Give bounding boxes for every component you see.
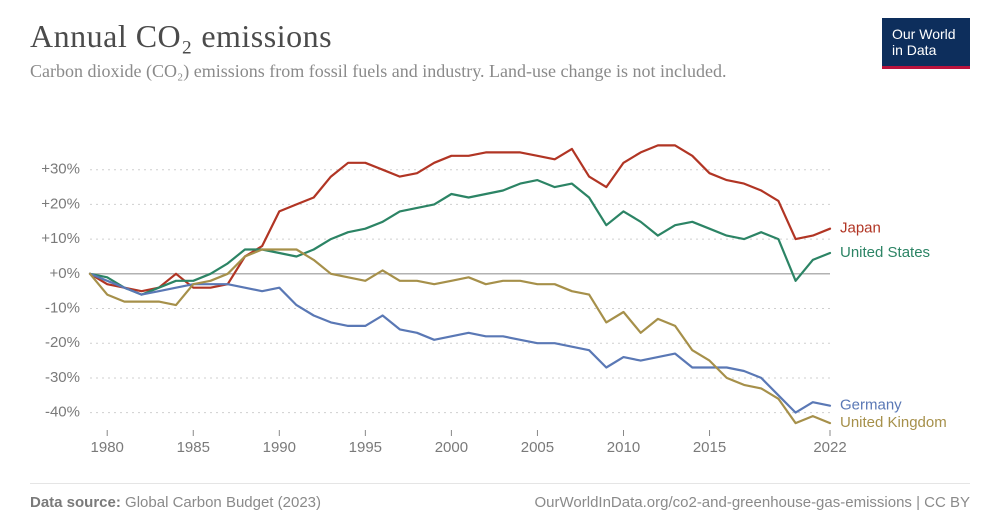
x-axis-label: 2005 [521, 439, 554, 456]
series-label-germany: Germany [840, 397, 902, 414]
owid-logo: Our World in Data [882, 18, 970, 69]
chart-header: Annual CO₂ emissions Carbon dioxide (CO₂… [0, 0, 1000, 83]
series-united-states [90, 180, 830, 295]
chart-svg: +30% +20% +10% +0% -10% -20% -30% -40% 1980 1985 1… [30, 135, 970, 465]
x-axis-label: 2015 [693, 439, 726, 456]
line-chart: +30% +20% +10% +0% -10% -20% -30% -40% 1980 1985 1… [30, 135, 970, 465]
y-axis-label: +30% [41, 161, 80, 178]
x-axis-label: 2010 [607, 439, 640, 456]
x-axis-label: 2000 [435, 439, 468, 456]
x-axis-label: 1995 [349, 439, 382, 456]
chart-subtitle: Carbon dioxide (CO₂) emissions from foss… [30, 59, 850, 83]
source-label: Data source: [30, 494, 121, 511]
series-germany [90, 274, 830, 413]
y-axis-label: +0% [50, 265, 80, 282]
series-label-japan: Japan [840, 220, 881, 237]
series-japan [90, 145, 830, 291]
y-axis-label: -40% [45, 404, 80, 421]
logo-line2: in Data [892, 42, 960, 58]
y-axis-label: -20% [45, 334, 80, 351]
data-source: Data source: Global Carbon Budget (2023) [30, 494, 321, 511]
x-axis-label: 1980 [91, 439, 124, 456]
chart-title: Annual CO₂ emissions [30, 18, 970, 55]
attribution: OurWorldInData.org/co2-and-greenhouse-ga… [535, 494, 970, 511]
x-axis-label: 1990 [263, 439, 296, 456]
x-axis-label: 2022 [813, 439, 846, 456]
logo-line1: Our World [892, 26, 960, 42]
x-axis-label: 1985 [177, 439, 210, 456]
y-axis-label: -30% [45, 369, 80, 386]
series-united-kingdom [90, 250, 830, 424]
chart-footer: Data source: Global Carbon Budget (2023)… [30, 483, 970, 511]
series-label-united-kingdom: United Kingdom [840, 414, 947, 431]
y-axis-label: +10% [41, 230, 80, 247]
series-label-united-states: United States [840, 244, 930, 261]
source-value: Global Carbon Budget (2023) [125, 494, 321, 511]
y-axis-label: -10% [45, 299, 80, 316]
y-axis-label: +20% [41, 195, 80, 212]
